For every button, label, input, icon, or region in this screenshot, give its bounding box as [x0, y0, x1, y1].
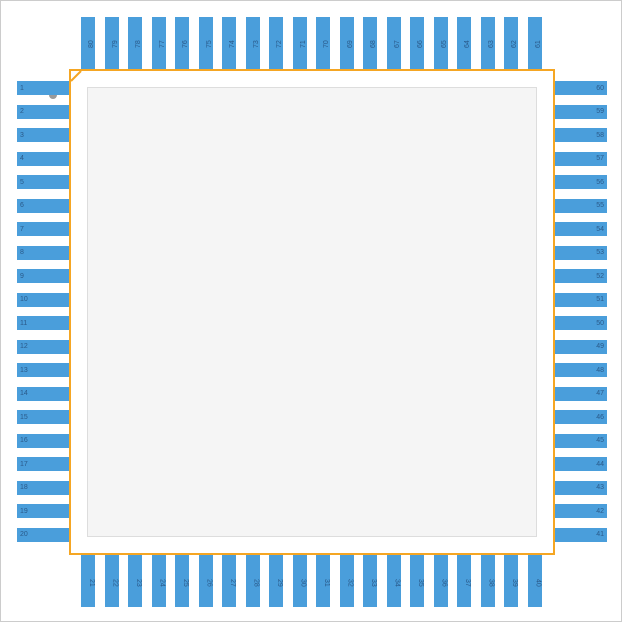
pin-25: 25	[175, 555, 189, 607]
pin-33: 33	[363, 555, 377, 607]
pin-15: 15	[17, 410, 69, 424]
pin-68: 68	[363, 17, 377, 69]
pin-66: 66	[410, 17, 424, 69]
pin-80: 80	[81, 17, 95, 69]
pin-60: 60	[555, 81, 607, 95]
pin-7: 7	[17, 222, 69, 236]
pin-74: 74	[222, 17, 236, 69]
pin-63: 63	[481, 17, 495, 69]
pin-23: 23	[128, 555, 142, 607]
pin-29: 29	[269, 555, 283, 607]
pin-14: 14	[17, 387, 69, 401]
pin-13: 13	[17, 363, 69, 377]
pin-62: 62	[504, 17, 518, 69]
pin-75: 75	[199, 17, 213, 69]
pin-26: 26	[199, 555, 213, 607]
pin-1: 1	[17, 81, 69, 95]
pin-30: 30	[293, 555, 307, 607]
pin-44: 44	[555, 457, 607, 471]
pin-16: 16	[17, 434, 69, 448]
pin-65: 65	[434, 17, 448, 69]
pin-73: 73	[246, 17, 260, 69]
pin-61: 61	[528, 17, 542, 69]
pin-69: 69	[340, 17, 354, 69]
pin-49: 49	[555, 340, 607, 354]
pin-22: 22	[105, 555, 119, 607]
pin-46: 46	[555, 410, 607, 424]
pin-59: 59	[555, 105, 607, 119]
pin-34: 34	[387, 555, 401, 607]
pin-28: 28	[246, 555, 260, 607]
pin-2: 2	[17, 105, 69, 119]
pin-27: 27	[222, 555, 236, 607]
chip-die-area	[87, 87, 537, 537]
pin-37: 37	[457, 555, 471, 607]
pin-5: 5	[17, 175, 69, 189]
pin-78: 78	[128, 17, 142, 69]
pin-54: 54	[555, 222, 607, 236]
pin-6: 6	[17, 199, 69, 213]
pin-3: 3	[17, 128, 69, 142]
pin-51: 51	[555, 293, 607, 307]
pin-8: 8	[17, 246, 69, 260]
pin-58: 58	[555, 128, 607, 142]
pin-19: 19	[17, 504, 69, 518]
pin-39: 39	[504, 555, 518, 607]
pin-76: 76	[175, 17, 189, 69]
pin-42: 42	[555, 504, 607, 518]
pin-18: 18	[17, 481, 69, 495]
pin-9: 9	[17, 269, 69, 283]
pin-56: 56	[555, 175, 607, 189]
pin-32: 32	[340, 555, 354, 607]
pin-71: 71	[293, 17, 307, 69]
pin-72: 72	[269, 17, 283, 69]
pin-17: 17	[17, 457, 69, 471]
pin-64: 64	[457, 17, 471, 69]
pin-36: 36	[434, 555, 448, 607]
pin-24: 24	[152, 555, 166, 607]
pin-57: 57	[555, 152, 607, 166]
pin-70: 70	[316, 17, 330, 69]
pin-35: 35	[410, 555, 424, 607]
pin-43: 43	[555, 481, 607, 495]
pin-55: 55	[555, 199, 607, 213]
pin-41: 41	[555, 528, 607, 542]
pin-31: 31	[316, 555, 330, 607]
pin-48: 48	[555, 363, 607, 377]
pin-21: 21	[81, 555, 95, 607]
pin-45: 45	[555, 434, 607, 448]
pin-50: 50	[555, 316, 607, 330]
pin-52: 52	[555, 269, 607, 283]
pin-10: 10	[17, 293, 69, 307]
pin-12: 12	[17, 340, 69, 354]
pin-20: 20	[17, 528, 69, 542]
pin-38: 38	[481, 555, 495, 607]
pin-67: 67	[387, 17, 401, 69]
pin-11: 11	[17, 316, 69, 330]
pin-53: 53	[555, 246, 607, 260]
pin-79: 79	[105, 17, 119, 69]
pin-4: 4	[17, 152, 69, 166]
qfp-package-diagram: 1234567891011121314151617181920212223242…	[0, 0, 622, 622]
pin-77: 77	[152, 17, 166, 69]
pin-40: 40	[528, 555, 542, 607]
pin-47: 47	[555, 387, 607, 401]
